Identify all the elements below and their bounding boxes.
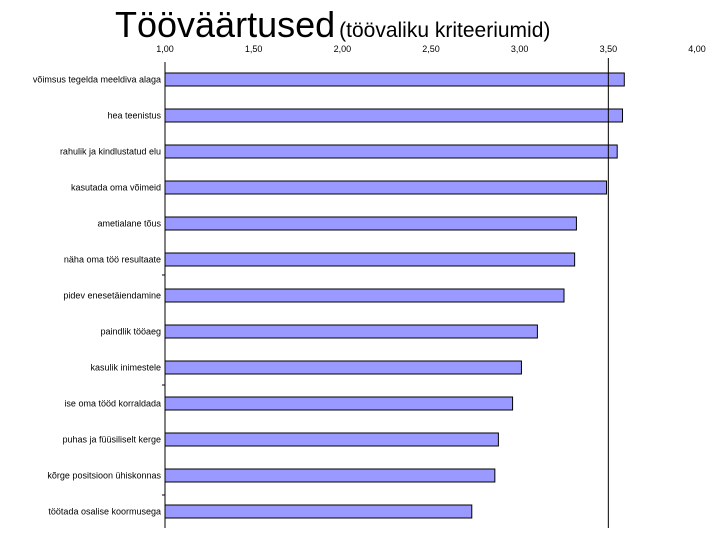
category-label: kasulik inimestele: [90, 363, 161, 373]
category-label: näha oma töö resultaate: [64, 255, 161, 265]
bar: [164, 180, 608, 195]
bar: [164, 252, 576, 267]
x-tick-label: 3,50: [600, 44, 618, 54]
bar: [164, 396, 514, 411]
category-label: paindlik tööaeg: [100, 327, 161, 337]
bar: [164, 144, 618, 159]
bar: [164, 216, 577, 231]
bar: [164, 108, 624, 123]
category-label: rahulik ja kindlustatud elu: [60, 147, 161, 157]
category-label: kõrge positsioon ühiskonnas: [47, 471, 161, 481]
axes: [162, 58, 609, 528]
category-label: ise oma tööd korraldada: [64, 399, 161, 409]
x-tick-label: 2,50: [422, 44, 440, 54]
category-labels: võimsus tegelda meeldiva alaga hea teenis…: [33, 75, 162, 517]
x-tick-label: 3,00: [511, 44, 529, 54]
bars: [164, 72, 625, 519]
chart-subtitle: (töövaliku kriteeriumid): [339, 19, 551, 42]
category-label: hea teenistus: [107, 111, 161, 121]
category-label: ametialane tõus: [97, 219, 161, 229]
bar: [164, 468, 496, 483]
category-label: töötada osalise koormusega: [48, 507, 161, 517]
bar: [164, 324, 538, 339]
x-axis-ticks: 1,00 1,50 2,00 2,50 3,00 3,50 4,00: [156, 44, 706, 54]
category-label: kasutada oma võimeid: [71, 183, 161, 193]
bar: [164, 72, 625, 87]
category-label: puhas ja füüsiliselt kerge: [62, 435, 161, 445]
x-tick-label: 2,00: [334, 44, 352, 54]
category-label: pidev enesetäiendamine: [63, 291, 161, 301]
chart-title: Tööväärtused: [115, 4, 336, 45]
bar: [164, 360, 522, 375]
bar: [164, 288, 565, 303]
x-tick-label: 1,00: [156, 44, 174, 54]
category-label: võimsus tegelda meeldiva alaga: [33, 75, 161, 85]
bar: [164, 504, 473, 519]
page-title: Tööväärtused (töövaliku kriteeriumid): [115, 4, 550, 46]
x-tick-label: 1,50: [245, 44, 263, 54]
bar: [164, 432, 499, 447]
x-tick-label: 4,00: [688, 44, 706, 54]
